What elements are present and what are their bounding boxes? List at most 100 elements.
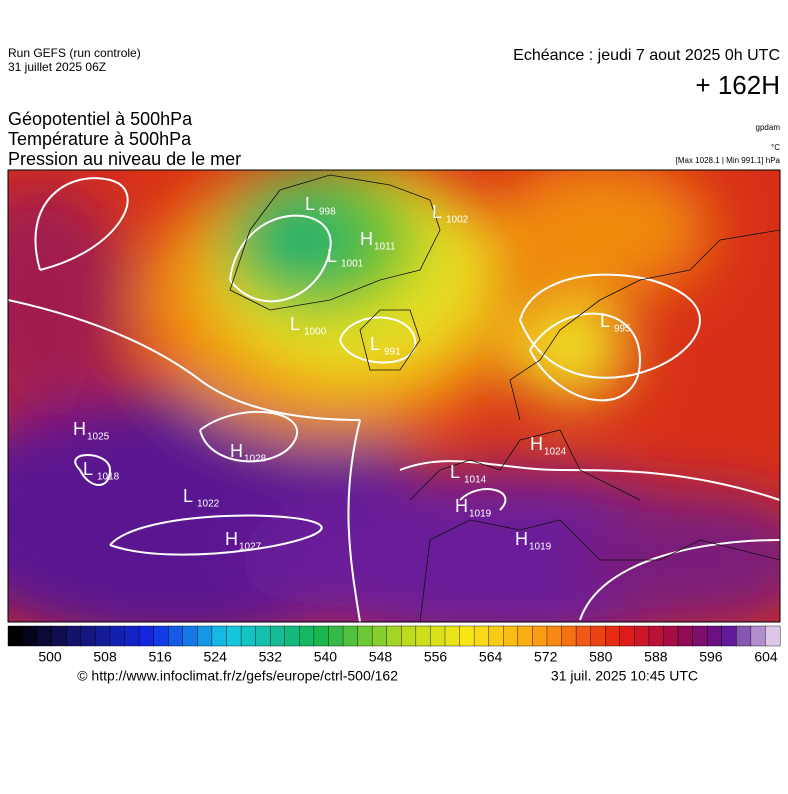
colorbar-swatch <box>197 625 213 647</box>
center-pressure: 1022 <box>197 499 220 510</box>
colorbar-swatch <box>663 625 679 647</box>
colorbar-swatch <box>22 625 38 647</box>
colorbar-swatch <box>561 625 577 647</box>
colorbar-swatch <box>153 625 169 647</box>
colorbar-swatch <box>517 625 533 647</box>
colorbar-swatch <box>342 625 359 647</box>
colorbar-swatch <box>619 625 635 647</box>
pressure-center: L 1022 <box>183 486 220 510</box>
colorbar-label: 500 <box>38 649 62 665</box>
pressure-center: H 1019 <box>455 496 492 520</box>
colorbar-swatch <box>138 625 155 647</box>
colorbar-swatch <box>269 625 286 647</box>
pressure-center: H 1011 <box>360 229 396 253</box>
map-field <box>8 170 780 622</box>
colorbar-swatch <box>226 625 242 647</box>
center-kind: H <box>515 529 528 549</box>
center-kind: H <box>360 229 373 249</box>
pressure-range: [Max 1028.1 | Min 991.1] hPa <box>676 156 781 165</box>
colorbar-swatch <box>95 625 111 647</box>
colorbar-label: 604 <box>754 649 778 665</box>
center-kind: H <box>73 419 86 439</box>
pressure-center: L 1018 <box>83 459 120 483</box>
center-pressure: 1028 <box>244 454 267 465</box>
colorbar-label: 580 <box>589 649 613 665</box>
colorbar-label: 572 <box>534 649 558 665</box>
colorbar-label: 564 <box>479 649 503 665</box>
pressure-center: H 1025 <box>73 419 110 443</box>
coastlines <box>229 174 780 622</box>
colorbar-swatch <box>36 625 53 647</box>
colorbar-swatch <box>575 625 592 647</box>
colorbar-swatch <box>765 625 781 647</box>
pressure-center: L 991 <box>370 334 401 358</box>
source: © http://www.infoclimat.fr/z/gefs/europe… <box>77 668 398 684</box>
colorbar-swatch <box>386 625 402 647</box>
center-kind: L <box>370 334 380 354</box>
center-kind: H <box>225 529 238 549</box>
pressure-center: L 1001 <box>327 246 364 270</box>
center-pressure: 995 <box>614 324 631 335</box>
colorbar-swatch <box>357 625 373 647</box>
colorbar-label: 588 <box>644 649 668 665</box>
center-pressure: 1019 <box>469 509 492 520</box>
colorbar-swatch <box>444 625 461 647</box>
colorbar-label: 508 <box>93 649 117 665</box>
center-pressure: 998 <box>319 207 336 218</box>
field: Géopotentiel à 500hPa <box>8 109 193 129</box>
colorbar-swatch <box>401 625 417 647</box>
colorbar-label: 532 <box>259 649 283 665</box>
colorbar-label: 540 <box>314 649 338 665</box>
colorbar-swatch <box>66 625 82 647</box>
colorbar-swatch <box>124 625 140 647</box>
center-kind: H <box>530 434 543 454</box>
colorbar-swatch <box>371 625 388 647</box>
lead-time: + 162H <box>695 70 780 100</box>
center-pressure: 1002 <box>446 215 469 226</box>
colorbar-swatch <box>648 625 664 647</box>
colorbar-swatch <box>721 625 737 647</box>
pressure-center: L 1014 <box>450 462 487 486</box>
colorbar-label: 556 <box>424 649 448 665</box>
colorbar-swatch <box>634 625 650 647</box>
colorbar-swatch <box>168 625 184 647</box>
center-pressure: 1019 <box>529 542 552 553</box>
colorbar-swatch <box>299 625 315 647</box>
colorbar-label: 596 <box>699 649 723 665</box>
colorbar-swatch <box>109 625 126 647</box>
center-pressure: 1027 <box>239 542 262 553</box>
center-kind: L <box>432 202 442 222</box>
colorbar-swatch <box>328 625 344 647</box>
map-frame <box>7 169 781 623</box>
colorbar-swatch <box>7 625 24 647</box>
run-date: 31 juillet 2025 06Z <box>8 60 106 74</box>
colorbar-swatch <box>80 625 96 647</box>
pressure-center: H 1024 <box>530 434 567 458</box>
run-title: Run GEFS (run controle) <box>8 46 141 60</box>
colorbar-swatch <box>736 625 752 647</box>
pressure-center: H 1019 <box>515 529 552 553</box>
center-kind: L <box>450 462 460 482</box>
center-pressure: 1014 <box>464 475 487 486</box>
center-kind: H <box>455 496 468 516</box>
colorbar-swatch <box>750 625 766 647</box>
pressure-center: L 1002 <box>432 202 469 226</box>
pressure-center: H 1027 <box>225 529 262 553</box>
pressure-center: L 995 <box>600 311 631 335</box>
colorbar-swatch <box>605 625 621 647</box>
center-kind: L <box>327 246 337 266</box>
pressure-center: L 1000 <box>290 314 327 338</box>
colorbar-label: 516 <box>148 649 172 665</box>
center-pressure: 1000 <box>304 327 327 338</box>
center-kind: L <box>290 314 300 334</box>
issued: 31 juil. 2025 10:45 UTC <box>551 668 698 684</box>
colorbar-swatch <box>706 625 723 647</box>
colorbar-label: 548 <box>369 649 393 665</box>
colorbar-swatch <box>532 625 548 647</box>
center-kind: L <box>305 194 315 214</box>
colorbar-swatch <box>430 625 446 647</box>
field: Température à 500hPa <box>8 129 192 149</box>
center-pressure: 1025 <box>87 432 110 443</box>
echeance: Echéance : jeudi 7 aout 2025 0h UTC <box>513 47 780 64</box>
